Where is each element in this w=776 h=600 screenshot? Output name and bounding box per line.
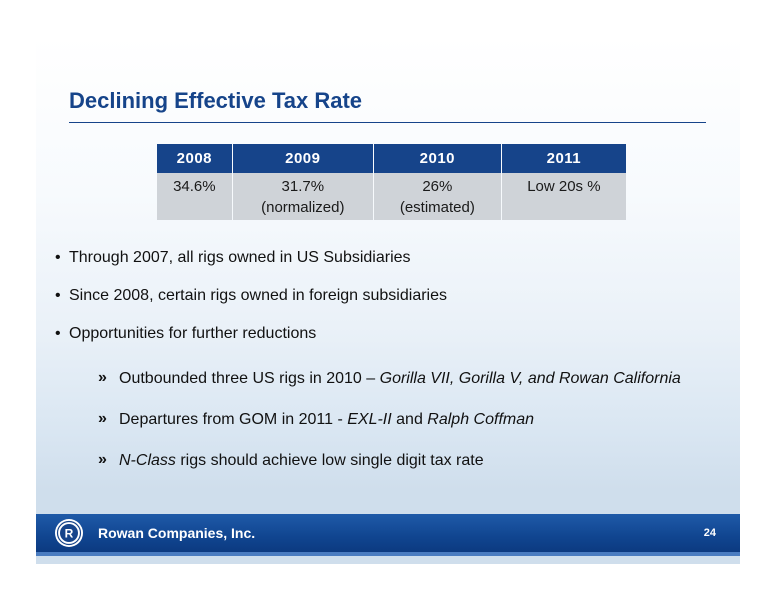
- rig-name-exl: EXL-II: [347, 411, 392, 428]
- chevron-right-icon: »: [98, 451, 107, 468]
- sub-bullet-list: » Outbounded three US rigs in 2010 – Gor…: [98, 368, 708, 491]
- header-2010: 2010: [373, 144, 501, 173]
- list-item: • Opportunities for further reductions: [55, 324, 725, 344]
- bullet-dot: •: [55, 287, 61, 304]
- bullet-list: • Through 2007, all rigs owned in US Sub…: [55, 248, 725, 362]
- rig-names: Gorilla VII, Gorilla V, and Rowan Califo…: [379, 370, 681, 387]
- list-item: • Through 2007, all rigs owned in US Sub…: [55, 248, 725, 268]
- slide: Declining Effective Tax Rate 2008 2009 2…: [36, 36, 740, 564]
- cell-value: 34.6%: [173, 178, 216, 195]
- bullet-dot: •: [55, 249, 61, 266]
- footer-stripe: [36, 552, 740, 556]
- list-item: » N-Class rigs should achieve low single…: [98, 450, 708, 472]
- rig-name-coffman: Ralph Coffman: [427, 411, 535, 428]
- bullet-text: Through 2007, all rigs owned in US Subsi…: [69, 249, 411, 266]
- list-item: » Departures from GOM in 2011 - EXL-II a…: [98, 409, 708, 431]
- page-number: 24: [703, 527, 716, 539]
- slide-title: Declining Effective Tax Rate: [69, 88, 363, 113]
- table-header-row: 2008 2009 2010 2011: [157, 144, 626, 173]
- cell-note: (estimated): [399, 199, 475, 216]
- bullet-dot: •: [55, 325, 61, 342]
- title-divider: [69, 122, 706, 123]
- company-name: Rowan Companies, Inc.: [98, 525, 256, 541]
- rowan-logo-icon: R: [55, 519, 83, 547]
- cell-2008: 34.6%: [157, 173, 232, 220]
- cell-2010: 26% (estimated): [373, 173, 501, 220]
- bullet-text: Since 2008, certain rigs owned in foreig…: [69, 287, 447, 304]
- cell-note: (normalized): [261, 199, 345, 216]
- list-item: • Since 2008, certain rigs owned in fore…: [55, 286, 725, 306]
- sub-bullet-text: and: [391, 411, 428, 428]
- tax-rate-table: 2008 2009 2010 2011 34.6% 31.7% (normali…: [156, 144, 627, 220]
- header-2009: 2009: [232, 144, 373, 173]
- cell-value: Low 20s %: [527, 178, 601, 195]
- sub-bullet-text: Departures from GOM in 2011 -: [119, 411, 348, 428]
- cell-value: 31.7%: [281, 178, 325, 195]
- header-2011: 2011: [501, 144, 626, 173]
- chevron-right-icon: »: [98, 369, 107, 386]
- footer-bar: R Rowan Companies, Inc. 24: [36, 514, 740, 552]
- chevron-right-icon: »: [98, 410, 107, 427]
- sub-bullet-text: rigs should achieve low single digit tax…: [175, 452, 484, 469]
- cell-2009: 31.7% (normalized): [232, 173, 373, 220]
- cell-2011: Low 20s %: [501, 173, 626, 220]
- logo-letter: R: [65, 527, 74, 541]
- rig-class: N-Class: [119, 452, 176, 469]
- header-2008: 2008: [157, 144, 232, 173]
- sub-bullet-text: Outbounded three US rigs in 2010 –: [119, 370, 380, 387]
- cell-value: 26%: [422, 178, 453, 195]
- table-row: 34.6% 31.7% (normalized) 26% (estimated)…: [157, 173, 626, 220]
- list-item: » Outbounded three US rigs in 2010 – Gor…: [98, 368, 708, 390]
- bullet-text: Opportunities for further reductions: [69, 325, 317, 342]
